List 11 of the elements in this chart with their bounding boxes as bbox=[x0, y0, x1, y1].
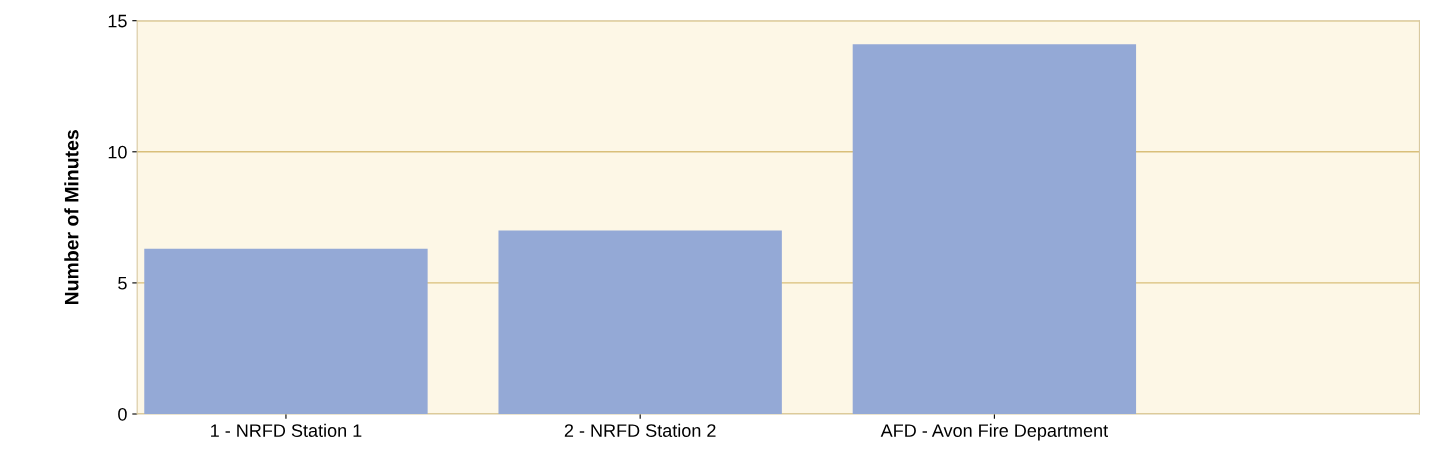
bar bbox=[852, 44, 1137, 414]
x-tick-label: 1 - NRFD Station 1 bbox=[211, 423, 362, 437]
y-tick-label: 15 bbox=[108, 14, 127, 28]
bar bbox=[144, 248, 428, 414]
x-tick-label: 2 - NRFD Station 2 bbox=[564, 423, 716, 437]
y-axis-title: Number of Minutes bbox=[64, 130, 79, 305]
x-tick-label: AFD - Avon Fire Department bbox=[880, 423, 1108, 441]
y-tick-label: 10 bbox=[108, 145, 127, 159]
bar bbox=[498, 230, 782, 414]
y-tick-label: 0 bbox=[118, 407, 127, 421]
y-tick-label: 5 bbox=[118, 277, 127, 290]
